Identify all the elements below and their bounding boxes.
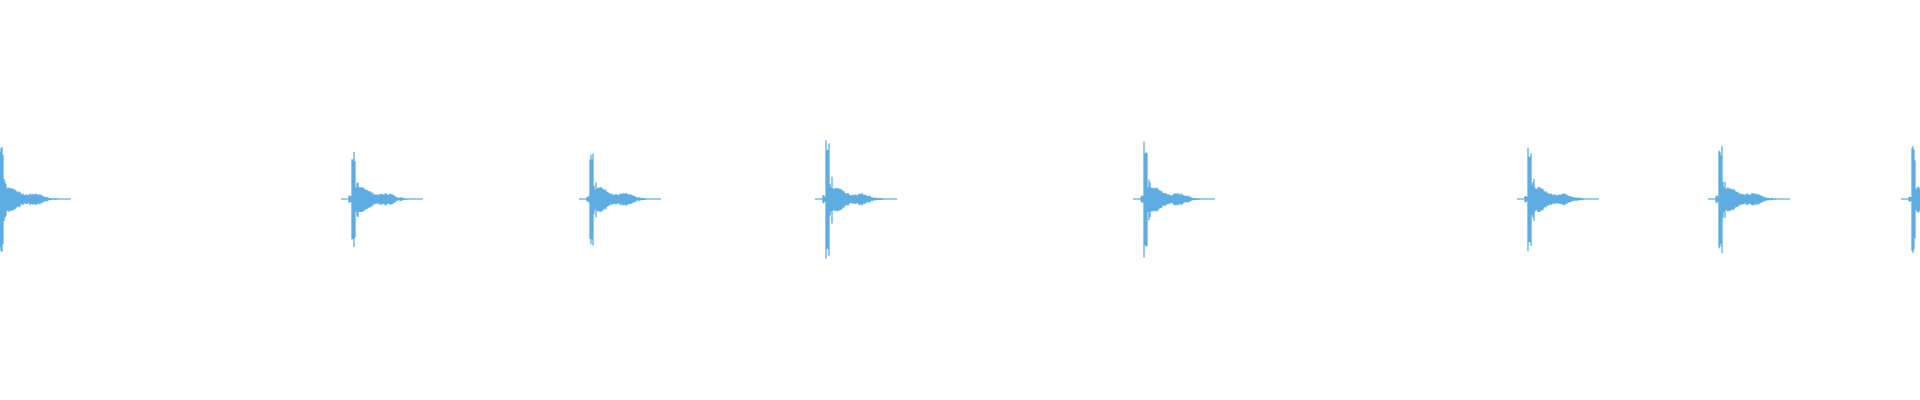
waveform-envelope xyxy=(1140,141,1206,258)
transient-6 xyxy=(1517,147,1599,252)
transient-5 xyxy=(1133,141,1215,258)
transient-8 xyxy=(1901,146,1920,253)
waveform-envelope xyxy=(0,147,62,253)
transient-7 xyxy=(1708,145,1790,254)
transient-3 xyxy=(579,153,661,246)
waveform-envelope xyxy=(586,153,652,246)
waveform-envelope xyxy=(348,151,414,248)
waveform-envelope xyxy=(1715,145,1781,254)
waveform-envelope xyxy=(1524,147,1590,252)
transient-4 xyxy=(815,140,897,259)
transient-1 xyxy=(0,147,71,253)
waveform-envelope xyxy=(1908,146,1920,253)
waveform-envelope xyxy=(822,140,888,259)
transient-2 xyxy=(341,151,423,248)
